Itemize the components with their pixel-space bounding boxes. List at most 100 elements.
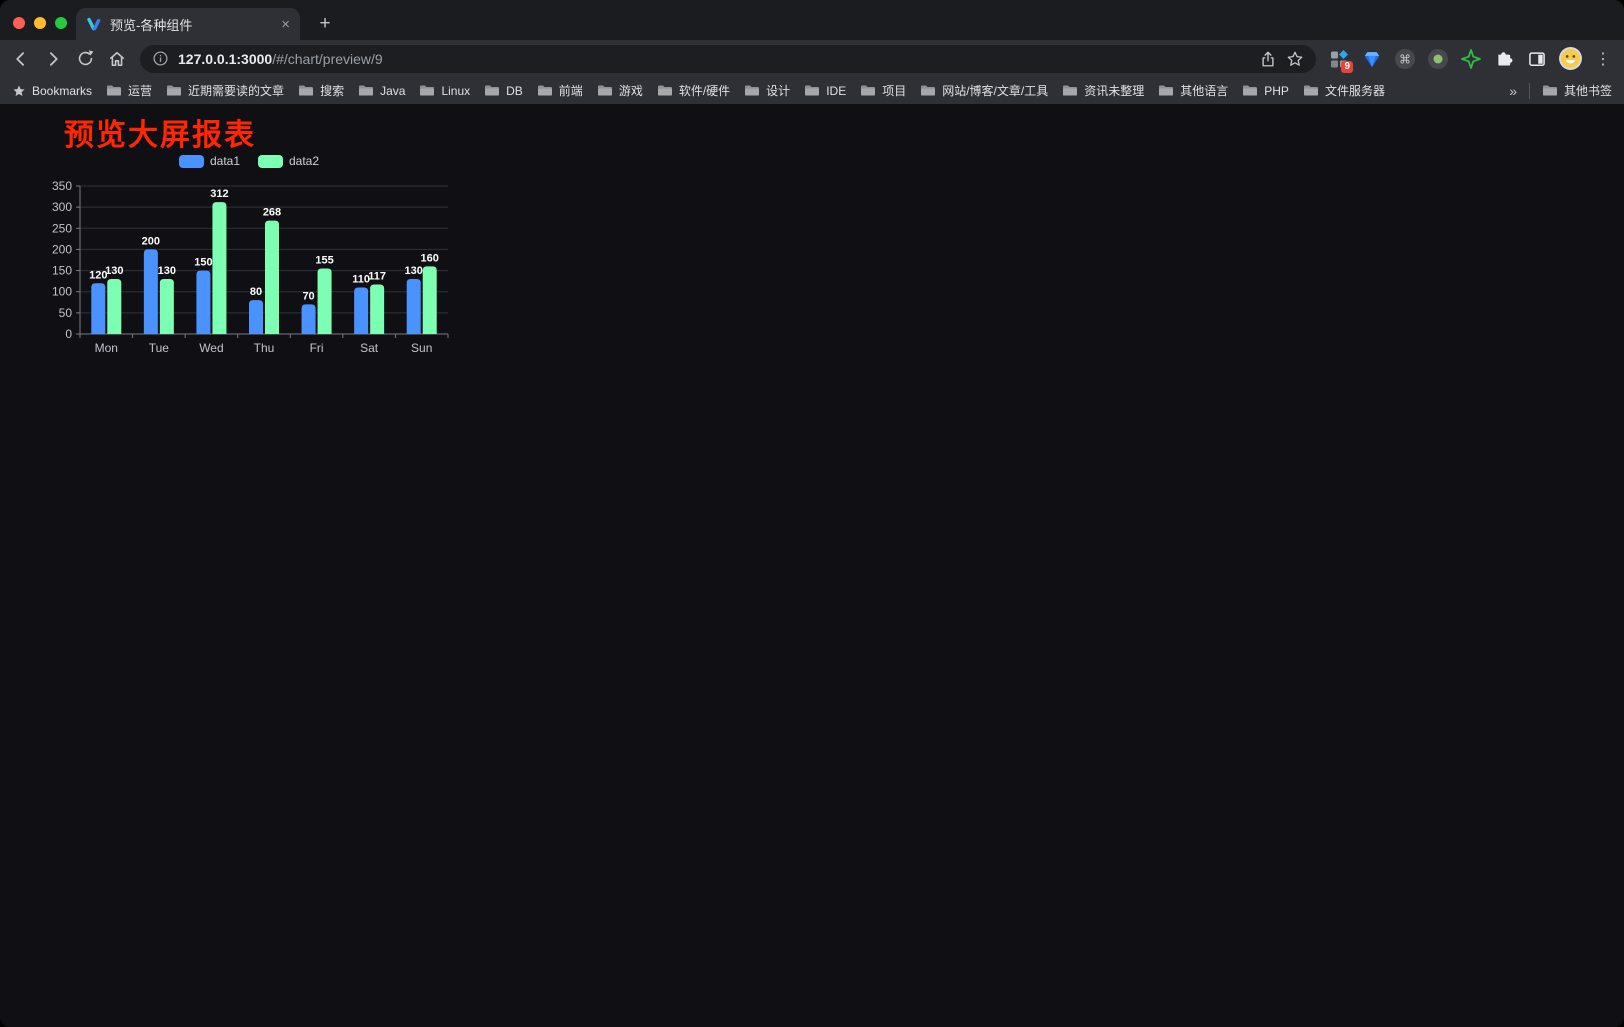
svg-text:200: 200 [142,235,160,247]
page-content: 预览大屏报表 data1 data2 0 50 100 150 200 250 300 350 Mo… [0,104,1624,1027]
folder-icon [299,85,314,96]
bookmark-folder[interactable]: Java [358,82,405,99]
browser-tab[interactable]: 预览-各种组件 × [76,8,300,40]
bookmarks-overflow-icon[interactable]: » [1509,82,1517,99]
bookmark-folder[interactable]: 其他语言 [1158,82,1228,99]
bookmark-folder[interactable]: 近期需要读的文章 [166,82,284,99]
bookmark-folder[interactable]: 设计 [744,82,790,99]
svg-text:350: 350 [52,179,72,193]
site-info-icon[interactable] [152,50,169,67]
bookmarks-root[interactable]: Bookmarks [12,84,92,98]
svg-text:Sun: Sun [411,341,432,355]
folder-icon [1159,85,1174,96]
svg-text:160: 160 [421,252,439,264]
area-line-chart[interactable] [994,386,1394,596]
svg-text:0: 0 [65,327,72,341]
svg-text:Mon: Mon [95,341,118,355]
extension-grid-icon[interactable]: 9 [1324,44,1354,74]
minimize-window-button[interactable] [34,17,46,29]
share-icon[interactable] [1259,50,1277,68]
browser-menu-icon[interactable]: ⋮ [1595,50,1611,68]
address-bar[interactable]: 127.0.0.1:3000/#/chart/preview/9 [140,44,1316,73]
grouped-bar-chart[interactable]: data1 data2 0 50 100 150 200 250 300 350 Mon Tue Wed… [42,148,456,362]
page-title: 预览大屏报表 [64,119,256,152]
folder-icon [597,85,612,96]
progress-gauge[interactable] [1044,641,1268,865]
folder-icon [1542,85,1557,96]
folder-icon [537,85,552,96]
zoom-window-button[interactable] [55,17,67,29]
other-bookmarks-label: 其他书签 [1563,84,1612,98]
gradient-line-chart[interactable] [502,400,908,612]
multi-area-chart[interactable] [98,676,524,888]
folder-icon [167,85,182,96]
back-button[interactable] [6,44,36,74]
favicon-icon [87,17,101,31]
folder-icon [359,85,374,96]
bookmark-star-icon[interactable] [1286,50,1304,68]
bookmarks-star-filled-icon [13,84,25,96]
legend-item-data1[interactable]: data1 [178,154,240,168]
extension-command-icon[interactable]: ⌘ [1390,44,1420,74]
bookmark-folder[interactable]: 搜索 [298,82,344,99]
bookmark-folder[interactable]: IDE [804,82,846,99]
svg-text:312: 312 [210,188,228,200]
traffic-lights [13,17,67,29]
new-tab-button[interactable]: + [319,13,331,34]
folder-icon [657,85,672,96]
svg-text:70: 70 [302,290,314,302]
folder-icon [107,85,122,96]
folder-icon [420,85,435,96]
horizontal-bar-chart[interactable] [504,152,904,364]
bookmarks-divider [1528,82,1530,99]
svg-text:Fri: Fri [310,341,324,355]
side-panel-icon[interactable] [1522,44,1552,74]
extension-star-icon[interactable] [1456,44,1486,74]
chart-canvas: 0 50 100 150 200 250 300 350 Mon Tue Wed Thu Fri Sat S… [52,179,449,355]
bookmark-folder[interactable]: 资讯未整理 [1062,82,1144,99]
toolbar: 127.0.0.1:3000/#/chart/preview/9 9 ⌘ [0,40,1624,77]
folder-icon [861,85,876,96]
svg-text:120: 120 [89,269,107,281]
svg-text:150: 150 [194,257,212,269]
multi-line-chart[interactable] [42,424,468,634]
svg-text:268: 268 [263,207,281,219]
svg-text:110: 110 [352,273,370,285]
profile-avatar[interactable] [1555,44,1585,74]
extension-record-icon[interactable] [1423,44,1453,74]
bookmark-folder[interactable]: 项目 [860,82,906,99]
bookmark-folder[interactable]: 文件服务器 [1303,82,1385,99]
svg-text:80: 80 [250,286,262,298]
extensions-puzzle-icon[interactable] [1489,44,1519,74]
svg-text:Tue: Tue [149,341,170,355]
bookmark-folder[interactable]: PHP [1242,82,1289,99]
other-bookmarks[interactable]: 其他书签 [1542,82,1612,99]
forward-button[interactable] [38,44,68,74]
bookmark-folder[interactable]: 前端 [537,82,583,99]
donut-pie-chart[interactable] [540,640,935,858]
svg-text:50: 50 [59,306,73,320]
bookmark-folder[interactable]: 软件/硬件 [657,82,730,99]
bookmark-folder[interactable]: Linux [419,82,470,99]
capsule-progress-chart[interactable] [998,160,1378,390]
svg-text:⌘: ⌘ [1399,52,1411,66]
svg-text:300: 300 [52,200,72,214]
legend-item-data2[interactable]: data2 [258,154,319,168]
extensions-row: 9 ⌘ ⋮ [1324,44,1618,74]
bookmark-folder[interactable]: 运营 [106,82,152,99]
url-text: 127.0.0.1:3000/#/chart/preview/9 [178,51,1250,67]
extension-badge: 9 [1341,60,1353,73]
home-button[interactable] [102,44,132,74]
bookmark-folder[interactable]: 网站/博客/文章/工具 [920,82,1048,99]
close-window-button[interactable] [13,17,25,29]
bookmarks-bar: Bookmarks 运营 近期需要读的文章 搜索 Java Linux DB 前端 游戏 软件/… [0,77,1624,104]
tab-close-icon[interactable]: × [281,15,290,33]
bookmark-folder[interactable]: 游戏 [597,82,643,99]
reload-button[interactable] [70,44,100,74]
folder-icon [1243,85,1258,96]
folder-icon [485,85,500,96]
svg-text:117: 117 [368,271,386,283]
extension-gem-icon[interactable] [1357,44,1387,74]
bookmark-folder[interactable]: DB [484,82,523,99]
